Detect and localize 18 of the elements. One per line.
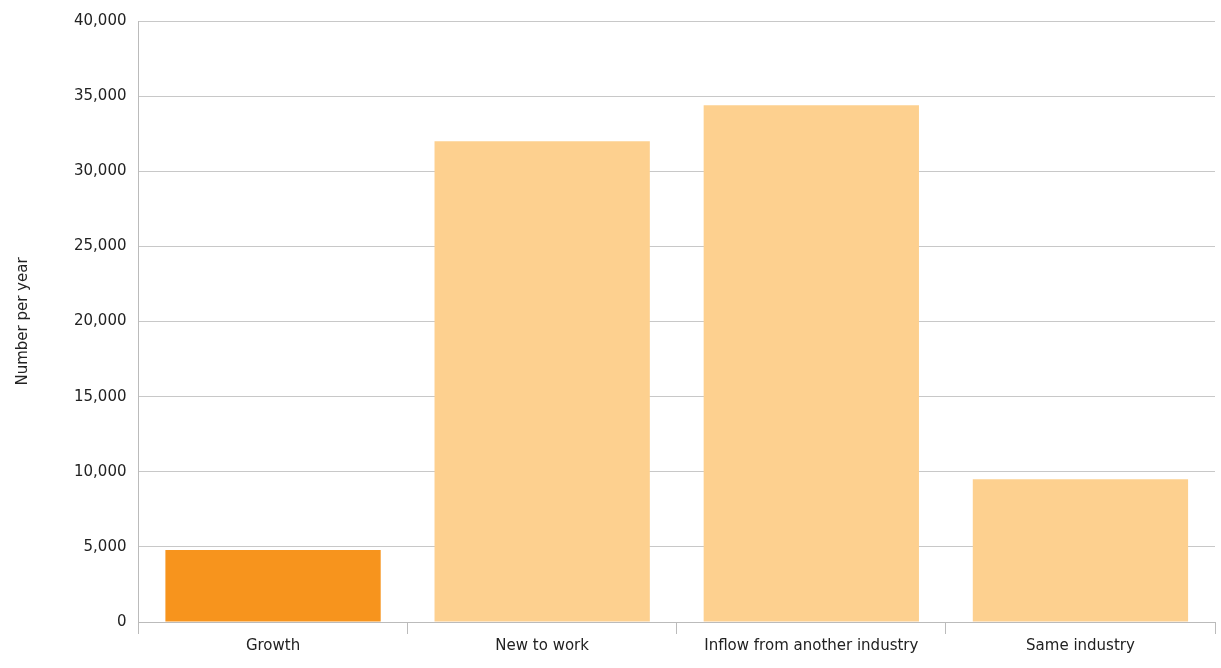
y-axis-title: Number per year bbox=[12, 256, 31, 386]
bar bbox=[434, 141, 650, 622]
y-tick-label: 30,000 bbox=[73, 161, 127, 180]
y-tick-label: 40,000 bbox=[73, 10, 127, 29]
bar bbox=[703, 105, 919, 622]
bar bbox=[972, 479, 1189, 622]
y-tick-label: 25,000 bbox=[73, 236, 127, 255]
y-tick-label: 15,000 bbox=[73, 386, 127, 405]
x-tick-label: New to work bbox=[495, 635, 590, 654]
x-tick-label: Same industry bbox=[1026, 635, 1135, 654]
bar bbox=[165, 549, 381, 622]
x-tick-label: Inflow from another industry bbox=[704, 635, 919, 654]
x-tick-label: Growth bbox=[245, 635, 301, 654]
y-tick-label: 0 bbox=[116, 611, 127, 630]
y-tick-label: 35,000 bbox=[73, 86, 127, 105]
y-tick-label: 10,000 bbox=[73, 461, 127, 480]
y-tick-label: 20,000 bbox=[73, 311, 127, 330]
y-tick-label: 5,000 bbox=[83, 536, 127, 555]
